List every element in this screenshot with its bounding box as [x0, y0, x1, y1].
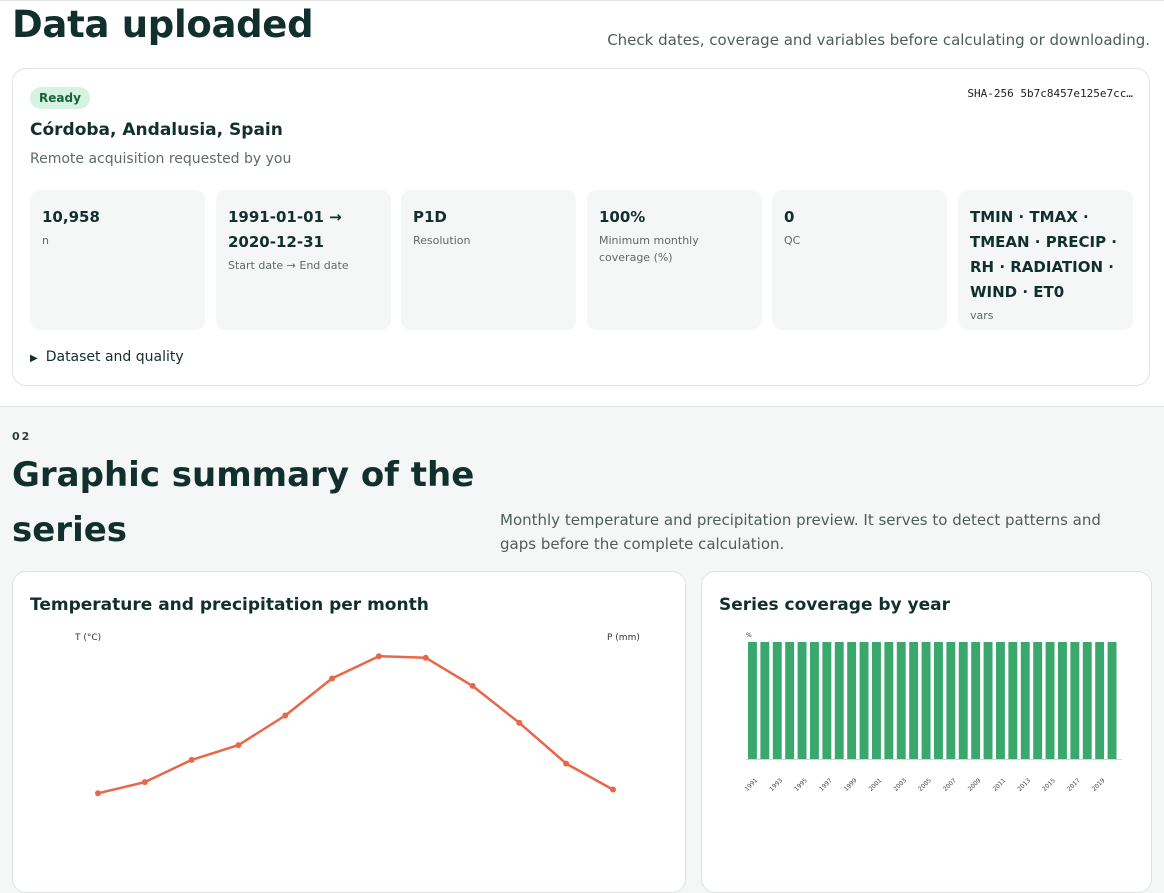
stat-label: QC — [784, 234, 801, 247]
coverage-bar — [1070, 642, 1080, 759]
coverage-bar — [1033, 642, 1043, 759]
request-info: Remote acquisition requested by you — [30, 151, 292, 167]
coverage-bar — [847, 642, 857, 759]
stat-value: 0 — [784, 208, 795, 226]
coverage-bar — [958, 642, 968, 759]
coverage-bar — [1058, 642, 1067, 759]
x-tick-label: 1997 — [818, 777, 834, 793]
stat-vars: TMIN · TMAX · TMEAN · PRECIP · RH · RADI… — [958, 190, 1133, 330]
section-number: 02 — [12, 430, 32, 443]
coverage-bar — [859, 642, 869, 759]
temperature-chart: T (°C) P (mm) — [74, 633, 640, 797]
temperature-point — [188, 756, 195, 763]
coverage-bar — [1008, 642, 1018, 759]
coverage-bar — [909, 642, 919, 759]
stat-value: P1D — [413, 208, 447, 226]
stat-value: 1991-01-01 → 2020-12-31 — [228, 208, 342, 251]
stat-resolution: P1D Resolution — [401, 190, 576, 330]
coverage-bar — [884, 642, 894, 759]
coverage-bar — [834, 642, 844, 759]
x-tick-label: 2003 — [892, 777, 908, 793]
temperature-point — [516, 719, 523, 726]
x-tick-label: 2019 — [1091, 777, 1107, 793]
stat-label: Minimum monthly coverage (%) — [599, 234, 699, 264]
stat-label: vars — [970, 309, 994, 322]
location-title: Córdoba, Andalusia, Spain — [30, 120, 283, 140]
coverage-bar — [822, 642, 832, 759]
temperature-point — [95, 790, 101, 797]
temperature-point — [141, 779, 148, 786]
coverage-bar — [983, 642, 993, 759]
coverage-bar — [996, 642, 1005, 759]
stat-label: Resolution — [413, 234, 471, 247]
y-axis-label: T (°C) — [74, 633, 101, 643]
page-subtitle: Check dates, coverage and variables befo… — [607, 31, 1150, 49]
coverage-chart: % 1991 1993 1995 1997 1999 2001 2003 2005 2007 20… — [744, 632, 1122, 793]
coverage-bar — [1082, 642, 1092, 759]
section-title: Graphic summary of the series — [12, 455, 475, 550]
stat-qc: 0 QC — [772, 190, 947, 330]
coverage-bar — [785, 642, 795, 759]
status-badge: Ready — [30, 87, 90, 109]
temperature-point — [422, 654, 429, 661]
coverage-bar — [772, 642, 782, 759]
coverage-chart-card: % 1991 1993 1995 1997 1999 2001 2003 2005 2007 20… — [701, 571, 1152, 893]
coverage-bar — [1045, 642, 1055, 759]
stat-coverage: 100% Minimum monthly coverage (%) — [587, 190, 762, 330]
coverage-bar — [748, 642, 757, 759]
details-label: Dataset and quality — [45, 349, 184, 365]
section-description: Monthly temperature and precipitation pr… — [500, 511, 1101, 553]
stat-value: TMIN · TMAX · TMEAN · PRECIP · RH · RADI… — [970, 208, 1118, 301]
stat-label: n — [42, 234, 49, 247]
x-tick-label: 2009 — [967, 777, 983, 793]
coverage-bar — [872, 642, 881, 759]
coverage-bar — [1095, 642, 1105, 759]
coverage-bar — [797, 642, 807, 759]
x-tick-label: 2005 — [917, 777, 933, 793]
coverage-bar — [971, 642, 981, 759]
temperature-point — [563, 760, 570, 767]
temperature-point — [469, 682, 476, 689]
temperature-point — [235, 742, 242, 749]
page-title: Data uploaded — [12, 3, 314, 46]
stat-value: 100% — [599, 208, 646, 226]
stat-label: Start date → End date — [228, 259, 349, 272]
temperature-chart-card: T (°C) P (mm) Temperature and precipitat… — [12, 571, 686, 893]
coverage-bar — [934, 642, 943, 759]
dataset-hash: SHA-256 5b7c8457e125e7cc… — [967, 87, 1133, 100]
x-tick-label: 1991 — [744, 777, 760, 793]
chart-title: Temperature and precipitation per month — [30, 595, 429, 615]
temperature-point — [329, 675, 336, 682]
coverage-bar — [896, 642, 906, 759]
coverage-bar — [760, 642, 770, 759]
disclosure-triangle-icon: ▶ — [30, 353, 38, 364]
stat-n: 10,958 n — [30, 190, 205, 330]
stat-date-range: 1991-01-01 → 2020-12-31 Start date → End… — [216, 190, 391, 330]
temperature-point — [375, 653, 382, 660]
upload-section: Data uploaded Check dates, coverage and … — [0, 0, 1164, 407]
coverage-bar — [921, 642, 931, 759]
y2-axis-label: P (mm) — [607, 633, 640, 643]
y-axis-label: % — [746, 632, 752, 639]
coverage-bar — [1107, 642, 1117, 759]
coverage-bar — [946, 642, 956, 759]
x-tick-label: 2001 — [868, 777, 884, 793]
x-tick-label: 2011 — [992, 777, 1008, 793]
dataset-quality-toggle[interactable]: ▶ Dataset and quality — [30, 349, 184, 365]
x-tick-label: 2007 — [942, 777, 958, 793]
x-tick-label: 2017 — [1066, 777, 1082, 793]
coverage-bar — [810, 642, 819, 759]
temperature-point — [610, 786, 616, 793]
coverage-bar — [1020, 642, 1030, 759]
chart-title: Series coverage by year — [719, 595, 951, 615]
x-tick-label: 2015 — [1041, 777, 1057, 793]
temperature-point — [282, 712, 289, 719]
dataset-card: Ready SHA-256 5b7c8457e125e7cc… Córdoba,… — [12, 68, 1150, 386]
temperature-line — [97, 654, 614, 795]
x-tick-label: 2013 — [1016, 777, 1032, 793]
stat-value: 10,958 — [42, 208, 100, 226]
x-tick-label: 1993 — [768, 777, 784, 793]
x-tick-label: 1995 — [793, 777, 809, 793]
x-tick-label: 1999 — [843, 777, 859, 793]
